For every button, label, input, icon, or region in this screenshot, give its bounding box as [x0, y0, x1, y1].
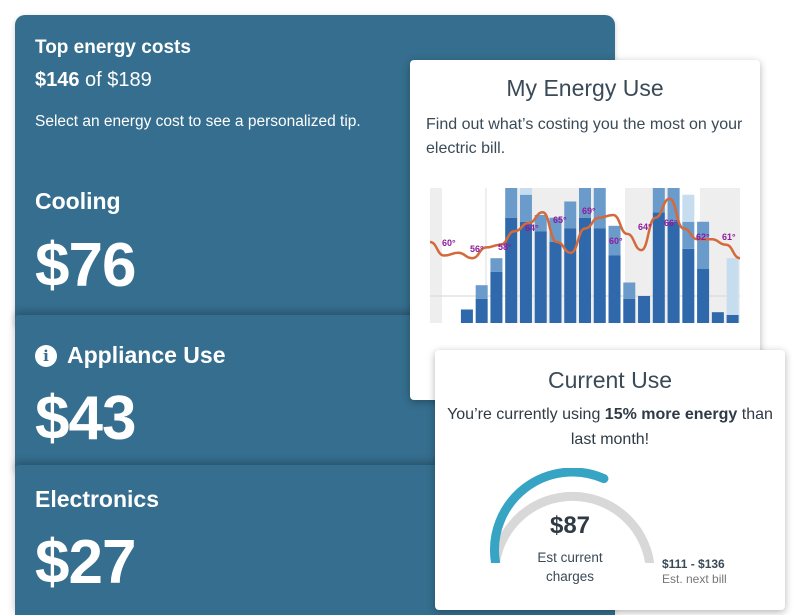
- bar-12-1: [608, 225, 621, 256]
- temperature-label: 60°: [442, 238, 456, 248]
- temperature-label: 56°: [470, 244, 484, 254]
- bar-9-0: [564, 228, 577, 323]
- bar-13-1: [623, 282, 636, 299]
- summary-amount-bold: $146: [35, 69, 80, 91]
- bar-20-0: [726, 314, 739, 323]
- temperature-label: 66°: [664, 218, 678, 228]
- gauge-amount: $87: [549, 512, 591, 539]
- bar-17-0: [682, 248, 695, 323]
- category-appliance-text: Appliance Use: [67, 342, 226, 368]
- bar-17-2: [682, 194, 695, 222]
- bar-5-0: [505, 217, 518, 323]
- usage-prefix: You’re currently using: [447, 406, 605, 423]
- bar-15-0: [652, 212, 665, 323]
- summary-amount-total: of $189: [79, 69, 152, 91]
- energy-use-card[interactable]: My Energy Use Find out what’s costing yo…: [410, 60, 760, 400]
- gauge-fill: [490, 468, 609, 563]
- bar-8-0: [549, 242, 562, 323]
- charges-gauge: [490, 468, 655, 563]
- category-appliance-label: i Appliance Use: [35, 342, 226, 369]
- bar-12-0: [608, 255, 621, 323]
- temperature-label: 58°: [498, 242, 512, 252]
- temperature-label: 61°: [722, 232, 736, 242]
- summary-title: Top energy costs: [35, 37, 191, 58]
- energy-card-title: My Energy Use: [506, 75, 664, 101]
- category-cooling-value[interactable]: $76: [35, 231, 136, 300]
- summary-tip: Select an energy cost to see a personali…: [35, 113, 361, 130]
- temperature-line: [430, 197, 740, 260]
- bar-18-1: [697, 221, 710, 269]
- bar-10-1: [579, 188, 591, 218]
- gauge-label: Est current charges: [537, 550, 603, 584]
- bar-14-0: [638, 296, 651, 323]
- usage-comparison: You’re currently using 15% more energy t…: [445, 402, 775, 452]
- bar-15-1: [652, 188, 665, 213]
- bar-3-0: [475, 298, 488, 323]
- bar-6-1: [519, 194, 532, 222]
- gauge-track: [490, 491, 655, 563]
- category-electronics-label: Electronics: [35, 486, 159, 512]
- usage-highlight: 15% more energy: [604, 406, 738, 423]
- temperature-label: 64°: [525, 223, 539, 233]
- temperature-label: 64°: [638, 222, 652, 232]
- category-appliance-value: $43: [35, 384, 136, 453]
- next-bill-label: Est. next bill: [662, 572, 727, 586]
- usage-suffix: than last month!: [570, 406, 773, 448]
- bar-9-1: [564, 201, 577, 229]
- info-icon[interactable]: i: [35, 345, 57, 367]
- bar-7-0: [534, 231, 547, 323]
- energy-card-description: Find out what’s costing you the most on …: [426, 116, 743, 157]
- category-electronics-value: $27: [35, 528, 136, 597]
- temperature-label: 62°: [696, 232, 710, 242]
- chart-background-band-0: [430, 188, 442, 323]
- bar-2-0: [460, 309, 473, 323]
- energy-chart: 60° 56° 58° 64° 65° 69° 60° 64° 66° 62° 61°: [430, 188, 740, 323]
- bar-13-0: [623, 298, 636, 323]
- temperature-label: 69°: [582, 206, 596, 216]
- current-card-title: Current Use: [548, 367, 672, 393]
- bar-19-0: [711, 312, 724, 323]
- bar-4-0: [490, 271, 503, 323]
- bar-20-2: [726, 258, 739, 315]
- next-bill-range: $111 - $136: [662, 557, 725, 571]
- bar-3-1: [475, 285, 488, 299]
- bar-6-0: [519, 221, 532, 323]
- temperature-label: 60°: [609, 236, 623, 246]
- current-use-card[interactable]: Current Use You’re currently using 15% m…: [435, 350, 785, 610]
- category-cooling-label[interactable]: Cooling: [35, 188, 121, 214]
- bar-7-1: [534, 215, 547, 232]
- summary-amount: $146 of $189: [35, 69, 152, 92]
- bar-6-2: [519, 188, 532, 195]
- temperature-label: 65°: [553, 215, 567, 225]
- bar-16-0: [667, 221, 680, 323]
- bar-4-1: [490, 258, 503, 272]
- bar-18-0: [697, 269, 710, 323]
- bar-11-0: [593, 228, 606, 323]
- bar-10-0: [579, 217, 591, 323]
- bar-5-1: [505, 188, 518, 218]
